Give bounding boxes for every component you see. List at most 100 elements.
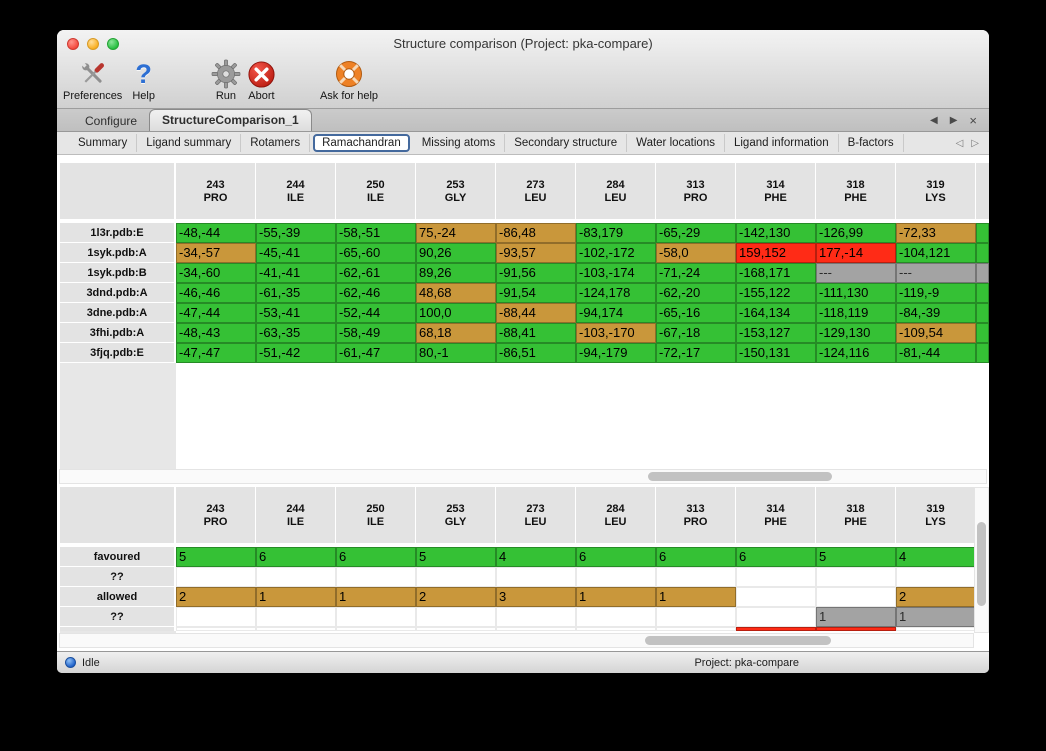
table-cell[interactable]: -109,54 (896, 323, 976, 343)
table-cell[interactable]: -58,-49 (336, 323, 416, 343)
table-cell[interactable]: -103,-174 (576, 263, 656, 283)
column-header-273[interactable]: 273 LEU (496, 487, 576, 547)
table-cell[interactable]: -72,-17 (656, 343, 736, 363)
table-cell[interactable]: 2 (416, 587, 496, 607)
table-cell[interactable]: -41,-41 (256, 263, 336, 283)
table-cell[interactable]: 3 (496, 587, 576, 607)
table-cell[interactable]: -61,-47 (336, 343, 416, 363)
table-cell[interactable]: -52,-44 (336, 303, 416, 323)
table-cell[interactable]: 2 (896, 587, 976, 607)
table-cell[interactable]: -153,127 (736, 323, 816, 343)
table-cell[interactable]: --- (816, 263, 896, 283)
table-cell[interactable]: -71,-24 (656, 263, 736, 283)
table-cell[interactable]: 5 (176, 547, 256, 567)
view-tab-ligand-information[interactable]: Ligand information (725, 134, 839, 152)
table-cell[interactable]: 6 (336, 547, 416, 567)
table-cell[interactable]: 1 (336, 587, 416, 607)
row-label[interactable]: favoured (60, 547, 176, 567)
table-cell[interactable]: -86,48 (496, 223, 576, 243)
table-cell[interactable]: -62,-61 (336, 263, 416, 283)
view-scroll-right-icon[interactable]: ▷ (971, 137, 979, 149)
abort-button[interactable]: Abort (247, 58, 276, 102)
run-button[interactable]: Run (211, 58, 241, 102)
table-cell[interactable]: -88,41 (496, 323, 576, 343)
table-cell[interactable]: -65,-29 (656, 223, 736, 243)
column-header-244[interactable]: 244 ILE (256, 163, 336, 223)
column-header-243[interactable]: 243 PRO (176, 487, 256, 547)
table-cell[interactable]: 6 (576, 547, 656, 567)
table-cell[interactable]: 4 (896, 547, 976, 567)
row-label[interactable]: 3dne.pdb:A (60, 303, 176, 323)
row-label[interactable]: 1l3r.pdb:E (60, 223, 176, 243)
table-cell[interactable]: -53,-41 (256, 303, 336, 323)
table-cell[interactable]: -47,-47 (176, 343, 256, 363)
column-header-250[interactable]: 250 ILE (336, 487, 416, 547)
table-cell[interactable]: 6 (256, 547, 336, 567)
table-cell[interactable]: -46,-46 (176, 283, 256, 303)
table-cell[interactable]: -94,174 (576, 303, 656, 323)
column-header-273[interactable]: 273 LEU (496, 163, 576, 223)
preferences-button[interactable]: Preferences (63, 58, 122, 102)
table-cell[interactable]: 100,0 (416, 303, 496, 323)
table-cell[interactable]: -86,51 (496, 343, 576, 363)
table-cell[interactable]: -91,56 (496, 263, 576, 283)
column-header-313[interactable]: 313 PRO (656, 163, 736, 223)
help-button[interactable]: ? Help (132, 58, 155, 102)
table-cell[interactable]: 6 (736, 547, 816, 567)
table-cell[interactable]: -34,-60 (176, 263, 256, 283)
column-header-314[interactable]: 314 PHE (736, 487, 816, 547)
table-cell[interactable]: -58,-51 (336, 223, 416, 243)
ask-for-help-button[interactable]: Ask for help (320, 58, 378, 102)
table-cell[interactable]: -47,-44 (176, 303, 256, 323)
table-cell[interactable]: -67,-18 (656, 323, 736, 343)
table-cell[interactable]: 90,26 (416, 243, 496, 263)
table-cell[interactable]: 1 (256, 587, 336, 607)
close-window-button[interactable] (67, 37, 79, 50)
table-cell[interactable]: -119,-9 (896, 283, 976, 303)
table-cell[interactable]: -155,122 (736, 283, 816, 303)
table-cell[interactable]: -103,-170 (576, 323, 656, 343)
row-label[interactable]: 3fhi.pdb:A (60, 323, 176, 343)
column-header-244[interactable]: 244 ILE (256, 487, 336, 547)
table-cell[interactable]: -94,-179 (576, 343, 656, 363)
scrollbar-thumb[interactable] (648, 472, 832, 481)
table-cell[interactable]: 89,26 (416, 263, 496, 283)
column-header-284[interactable]: 284 LEU (576, 163, 656, 223)
row-label[interactable]: 3fjq.pdb:E (60, 343, 176, 363)
column-header-284[interactable]: 284 LEU (576, 487, 656, 547)
view-tab-b-factors[interactable]: B-factors (839, 134, 904, 152)
row-label[interactable]: 1syk.pdb:A (60, 243, 176, 263)
table-cell[interactable]: 1 (816, 607, 896, 627)
table-cell[interactable]: -62,-46 (336, 283, 416, 303)
table-cell[interactable]: -45,-41 (256, 243, 336, 263)
tab-structurecomparison-1[interactable]: StructureComparison_1 (149, 109, 312, 131)
table-cell[interactable]: -124,116 (816, 343, 896, 363)
table-cell[interactable]: -51,-42 (256, 343, 336, 363)
table-cell[interactable]: 48,68 (416, 283, 496, 303)
table-cell[interactable]: 80,-1 (416, 343, 496, 363)
table-cell[interactable]: -84,-39 (896, 303, 976, 323)
scrollbar-thumb[interactable] (645, 636, 831, 645)
tab-close-icon[interactable]: × (969, 112, 977, 128)
tab-scroll-left-icon[interactable]: ◀ (930, 115, 938, 126)
table-cell[interactable]: -83,179 (576, 223, 656, 243)
column-header-313[interactable]: 313 PRO (656, 487, 736, 547)
view-tab-water-locations[interactable]: Water locations (627, 134, 725, 152)
view-tab-rotamers[interactable]: Rotamers (241, 134, 311, 152)
table-cell[interactable]: 75,-24 (416, 223, 496, 243)
tab-configure[interactable]: Configure (85, 114, 138, 128)
table-cell[interactable]: 5 (816, 547, 896, 567)
table-cell[interactable]: 2 (176, 587, 256, 607)
table-cell[interactable]: 4 (496, 547, 576, 567)
row-label[interactable]: ?? (60, 607, 176, 627)
row-label[interactable]: allowed (60, 587, 176, 607)
column-header-318[interactable]: 318 PHE (816, 163, 896, 223)
table-cell[interactable]: 5 (416, 547, 496, 567)
table-cell[interactable]: -129,130 (816, 323, 896, 343)
column-header-250[interactable]: 250 ILE (336, 163, 416, 223)
view-tab-missing-atoms[interactable]: Missing atoms (413, 134, 506, 152)
view-scroll-left-icon[interactable]: ◁ (955, 137, 964, 149)
table-cell[interactable]: -55,-39 (256, 223, 336, 243)
table-cell[interactable]: 177,-14 (816, 243, 896, 263)
row-label[interactable]: 3dnd.pdb:A (60, 283, 176, 303)
